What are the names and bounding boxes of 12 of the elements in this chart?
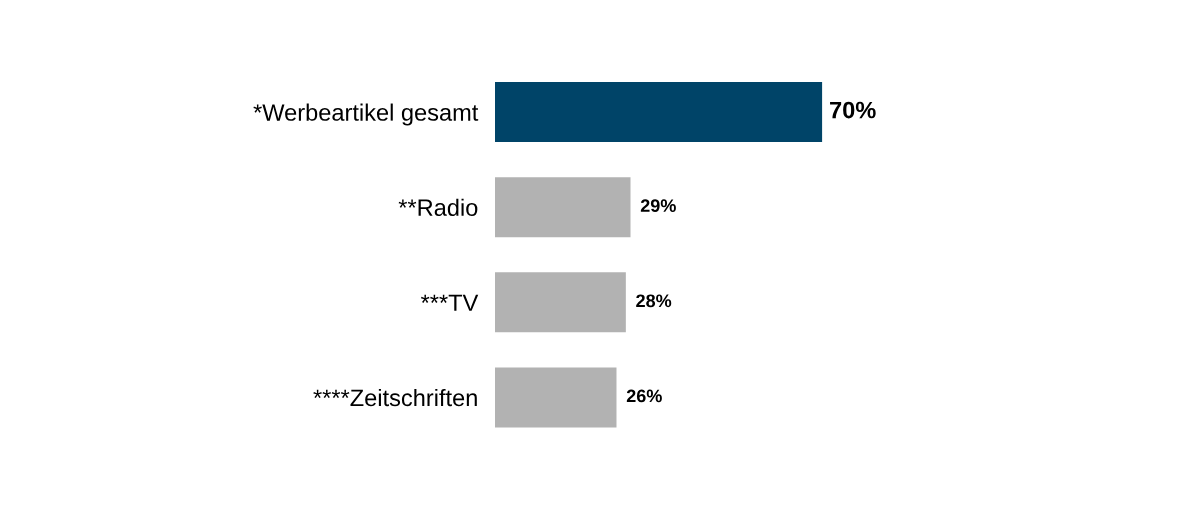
bar: [495, 367, 617, 428]
y-tick-label: ***TV: [420, 294, 479, 311]
bar: [495, 272, 626, 333]
data-label: 26%: [626, 389, 662, 403]
bar: [495, 177, 631, 238]
data-label: 29%: [640, 199, 676, 213]
data-label: 28%: [636, 294, 672, 308]
bar: [495, 82, 823, 143]
y-tick-label: **Radio: [398, 198, 478, 216]
data-label: 70%: [830, 101, 876, 119]
y-tick-label: *Werbeartikel gesamt: [253, 103, 479, 126]
y-tick-label: ****Zeitschriften: [313, 388, 477, 407]
